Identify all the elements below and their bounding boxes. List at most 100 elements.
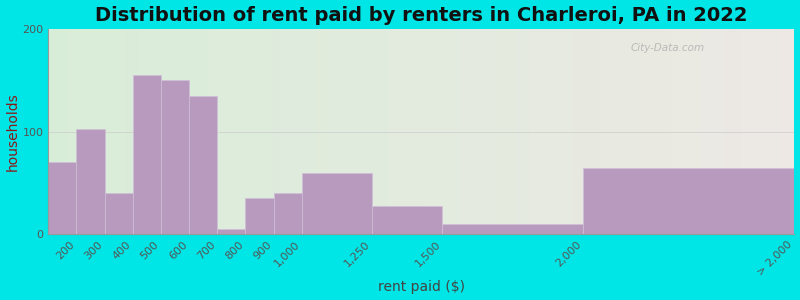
Bar (541, 29, 545, 234)
Bar (790, 29, 794, 234)
Bar (242, 29, 246, 234)
Bar (186, 29, 190, 234)
Bar (574, 29, 578, 234)
Bar (63, 29, 67, 234)
Bar (216, 29, 220, 234)
Bar (380, 29, 384, 234)
Bar (462, 29, 466, 234)
Bar (77, 128, 105, 234)
Bar (623, 29, 626, 234)
Bar (97, 29, 101, 234)
Bar (442, 224, 583, 234)
Bar (74, 29, 78, 234)
Bar (604, 29, 608, 234)
Bar (727, 29, 731, 234)
Bar (346, 29, 350, 234)
Bar (350, 29, 354, 234)
Bar (723, 29, 727, 234)
Bar (746, 29, 750, 234)
Bar (86, 29, 90, 234)
Bar (638, 29, 642, 234)
Bar (402, 29, 406, 234)
Bar (56, 29, 59, 234)
Bar (112, 29, 115, 234)
Bar (142, 29, 146, 234)
Bar (354, 29, 358, 234)
Bar (657, 29, 660, 234)
Bar (157, 29, 160, 234)
Bar (134, 29, 138, 234)
Bar (698, 29, 701, 234)
Bar (619, 29, 623, 234)
Bar (694, 29, 698, 234)
Bar (161, 80, 189, 234)
Bar (104, 29, 108, 234)
Bar (269, 29, 272, 234)
Bar (90, 29, 93, 234)
Bar (302, 173, 372, 234)
Bar (362, 29, 366, 234)
Bar (458, 29, 462, 234)
Bar (105, 193, 133, 234)
Bar (653, 29, 657, 234)
Bar (481, 29, 485, 234)
Bar (294, 29, 298, 234)
Bar (48, 29, 52, 234)
Bar (291, 29, 294, 234)
Bar (530, 29, 534, 234)
Bar (768, 29, 772, 234)
Bar (590, 29, 593, 234)
Bar (410, 29, 414, 234)
Bar (205, 29, 209, 234)
Bar (507, 29, 511, 234)
Bar (123, 29, 126, 234)
Bar (552, 29, 556, 234)
Bar (388, 29, 391, 234)
Bar (720, 29, 723, 234)
Bar (772, 29, 776, 234)
Bar (126, 29, 130, 234)
Bar (690, 29, 694, 234)
Bar (630, 29, 634, 234)
Bar (489, 29, 492, 234)
Bar (332, 29, 335, 234)
Bar (712, 29, 716, 234)
Bar (310, 29, 313, 234)
Bar (583, 168, 794, 234)
Bar (757, 29, 761, 234)
Bar (754, 29, 757, 234)
Bar (701, 29, 705, 234)
Bar (675, 29, 678, 234)
Bar (492, 29, 496, 234)
Bar (750, 29, 754, 234)
Bar (779, 29, 783, 234)
Bar (358, 29, 362, 234)
Bar (317, 29, 321, 234)
Bar (82, 29, 86, 234)
Bar (59, 29, 63, 234)
Bar (783, 29, 787, 234)
Bar (466, 29, 470, 234)
Bar (526, 29, 530, 234)
Bar (133, 75, 161, 234)
Bar (343, 29, 346, 234)
Bar (209, 29, 213, 234)
Bar (272, 29, 276, 234)
Bar (601, 29, 604, 234)
Bar (246, 198, 274, 234)
Bar (429, 29, 433, 234)
Bar (705, 29, 709, 234)
Bar (182, 29, 186, 234)
Bar (578, 29, 582, 234)
Bar (130, 29, 134, 234)
Bar (776, 29, 779, 234)
Bar (582, 29, 586, 234)
Bar (384, 29, 388, 234)
Bar (287, 29, 291, 234)
X-axis label: rent paid ($): rent paid ($) (378, 280, 465, 294)
Bar (731, 29, 734, 234)
Bar (164, 29, 168, 234)
Bar (168, 29, 171, 234)
Bar (160, 29, 164, 234)
Bar (377, 29, 380, 234)
